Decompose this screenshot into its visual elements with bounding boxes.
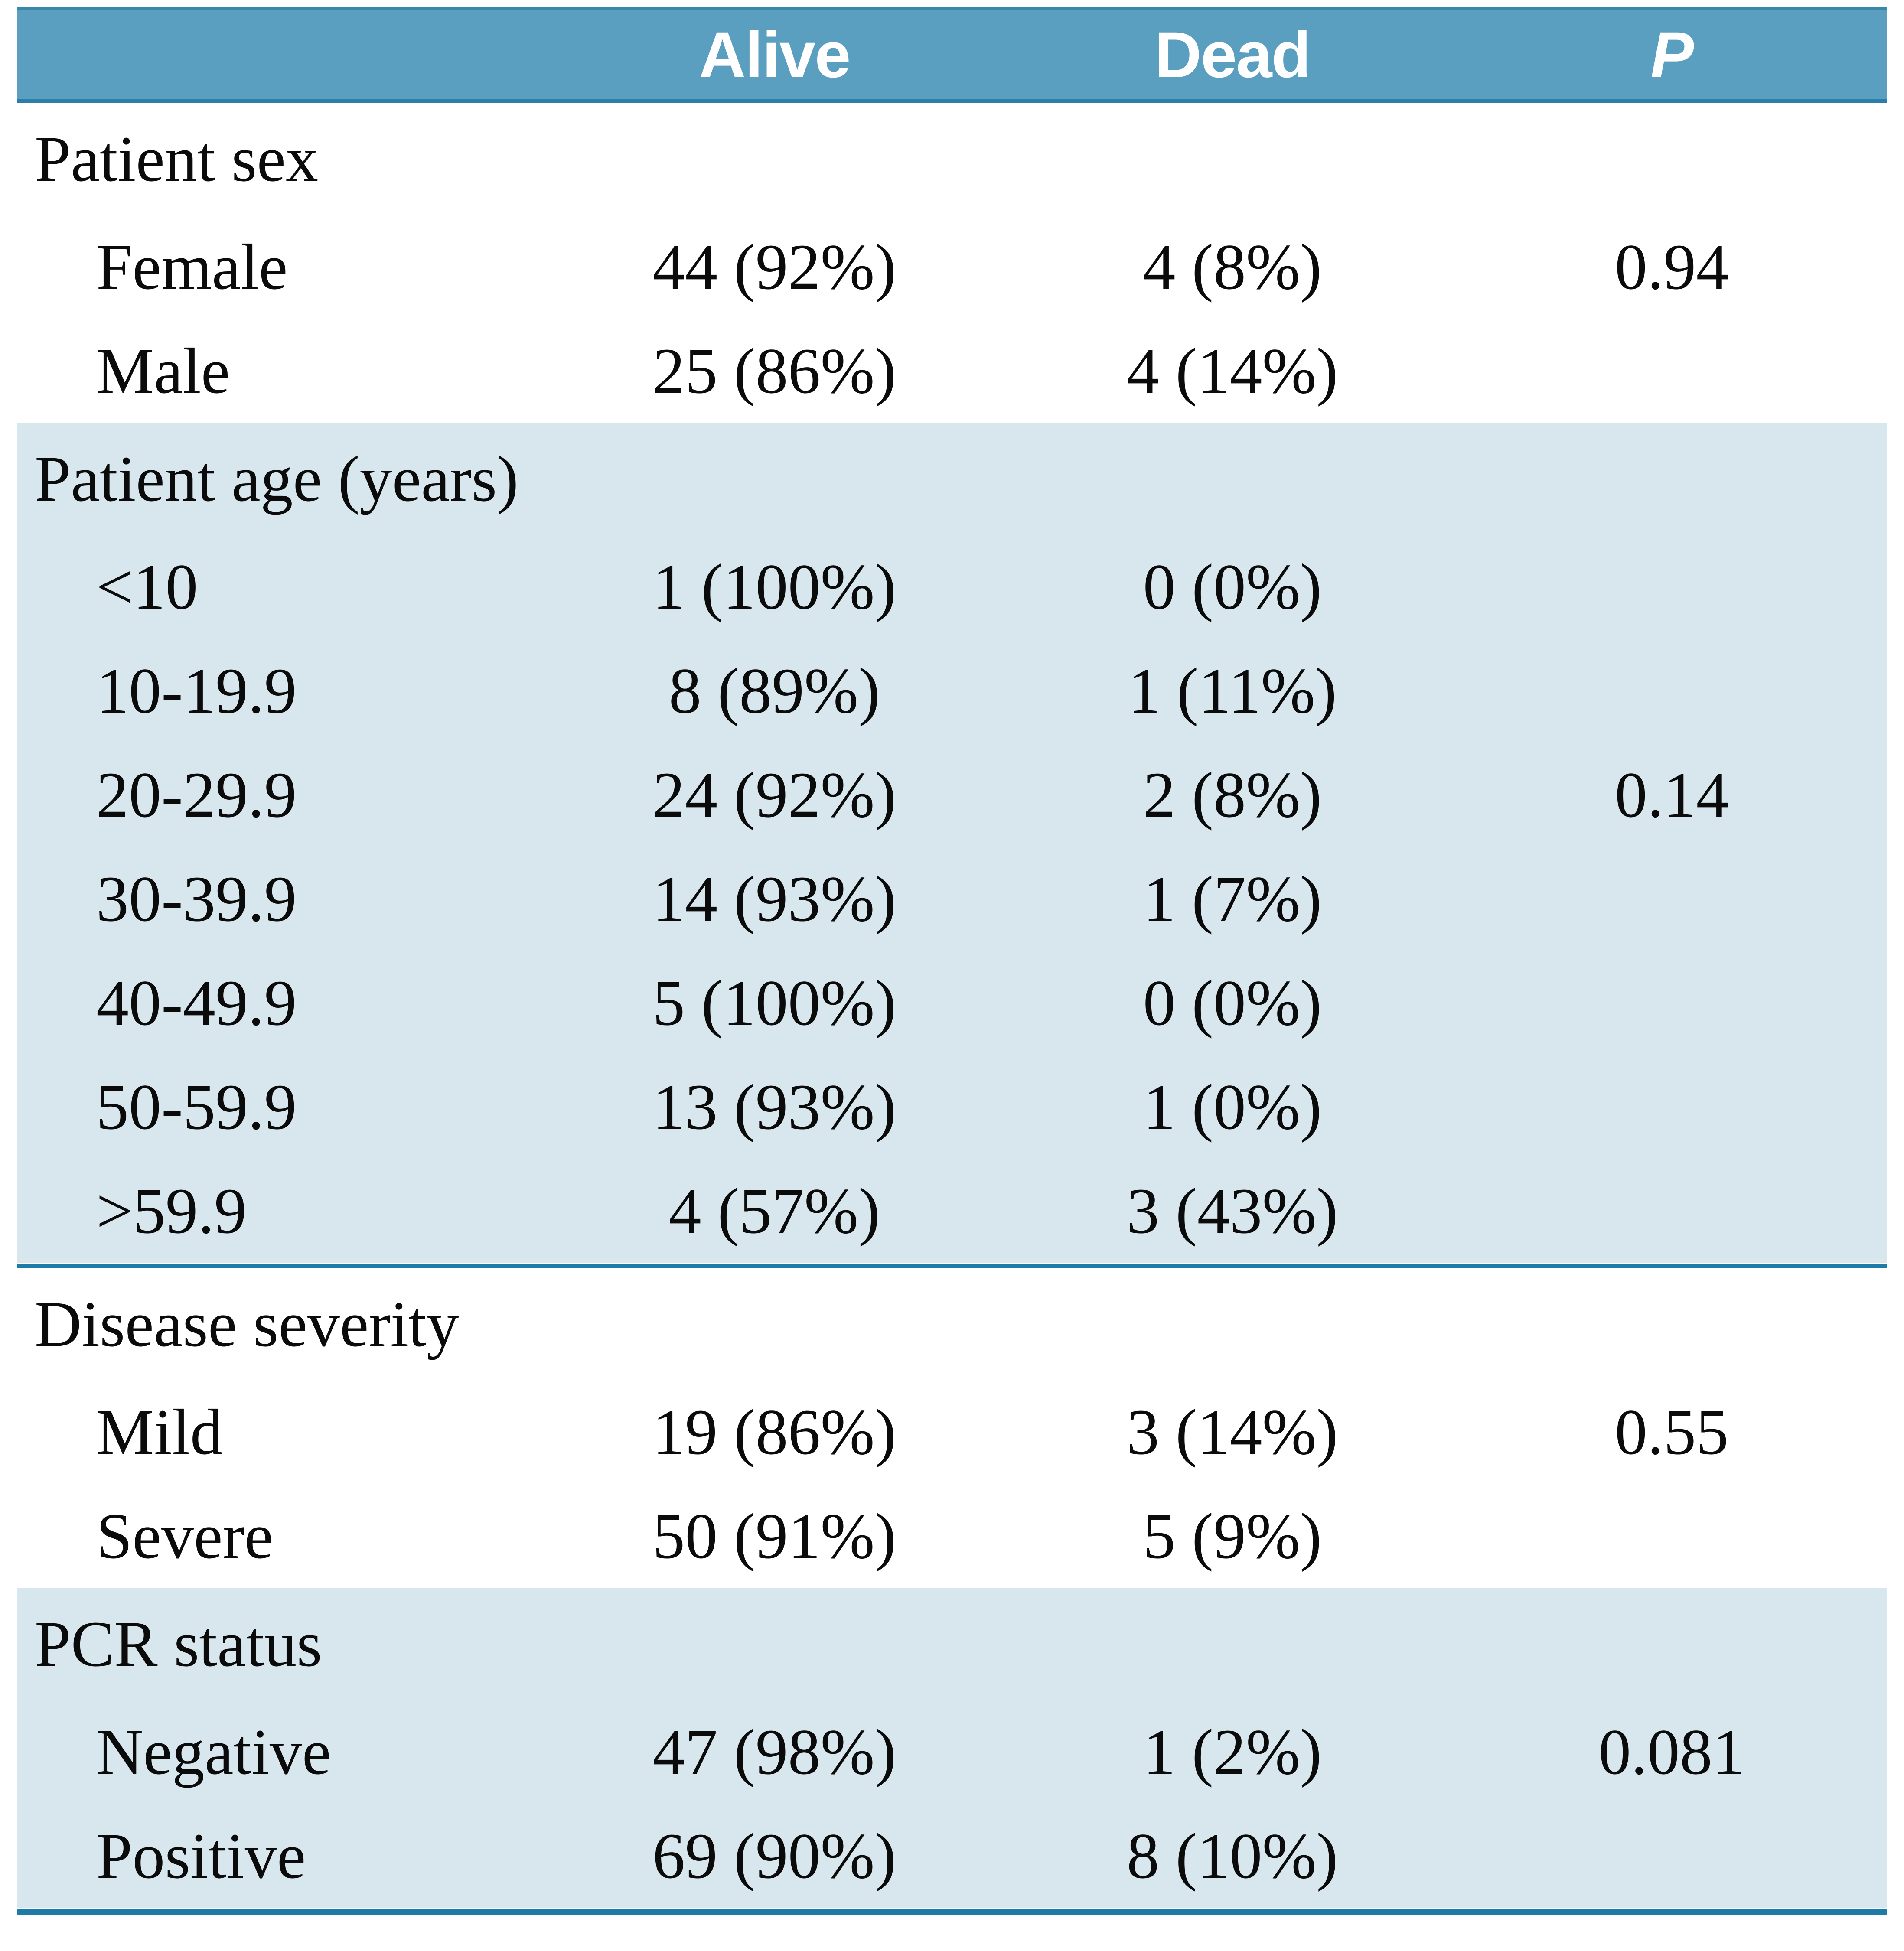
- table-row: 30-39.9 14 (93%) 1 (7%): [17, 847, 1887, 951]
- alive-value: 4 (57%): [668, 1175, 880, 1247]
- section-divider-line: [17, 1909, 1887, 1915]
- outcome-table: Alive Dead P Patient sex Female 44 (92%) 4 …: [17, 7, 1887, 1915]
- row-label: 10-19.9: [96, 655, 297, 727]
- row-label: >59.9: [96, 1175, 247, 1247]
- row-label: Male: [96, 335, 230, 407]
- section-label: PCR status: [35, 1608, 322, 1680]
- section: Disease severity Mild 19 (86%) 3 (14%) 0.55 S…: [17, 1268, 1887, 1588]
- table-row: Female 44 (92%) 4 (8%) 0.94: [17, 215, 1887, 319]
- table-row: 50-59.9 13 (93%) 1 (0%): [17, 1055, 1887, 1159]
- row-label: Female: [96, 231, 288, 303]
- alive-value: 24 (92%): [652, 759, 897, 831]
- dead-value: 0 (0%): [1143, 551, 1322, 623]
- table-body: Patient sex Female 44 (92%) 4 (8%) 0.94 Male 2…: [17, 103, 1887, 1915]
- alive-value: 50 (91%): [652, 1500, 897, 1572]
- dead-value: 1 (2%): [1143, 1716, 1322, 1788]
- table-row: Positive 69 (90%) 8 (10%): [17, 1804, 1887, 1908]
- section-header-row: Patient sex: [17, 103, 1887, 215]
- alive-value: 19 (86%): [652, 1396, 897, 1468]
- p-value: 0.55: [1614, 1396, 1729, 1468]
- row-label: 20-29.9: [96, 759, 297, 831]
- alive-value: 14 (93%): [652, 863, 897, 935]
- table-row: Negative 47 (98%) 1 (2%) 0.081: [17, 1700, 1887, 1804]
- header-p-value: P: [1650, 18, 1694, 91]
- section: PCR status Negative 47 (98%) 1 (2%) 0.081 Pos…: [17, 1588, 1887, 1908]
- p-value: 0.94: [1614, 231, 1729, 303]
- section-header-row: PCR status: [17, 1588, 1887, 1700]
- alive-value: 8 (89%): [668, 655, 880, 727]
- row-label: 30-39.9: [96, 863, 297, 935]
- row-label: Mild: [96, 1396, 223, 1468]
- dead-value: 4 (8%): [1143, 231, 1322, 303]
- section-divider-line: [17, 1264, 1887, 1268]
- dead-value: 3 (43%): [1127, 1175, 1338, 1247]
- section-header-row: Patient age (years): [17, 423, 1887, 535]
- row-label: 50-59.9: [96, 1071, 297, 1143]
- dead-value: 1 (0%): [1143, 1071, 1322, 1143]
- alive-value: 47 (98%): [652, 1716, 897, 1788]
- section-label: Patient age (years): [35, 443, 519, 515]
- alive-value: 13 (93%): [652, 1071, 897, 1143]
- p-value: 0.081: [1598, 1716, 1745, 1788]
- table-row: 20-29.9 24 (92%) 2 (8%) 0.14: [17, 743, 1887, 847]
- table-row: >59.9 4 (57%) 3 (43%): [17, 1159, 1887, 1263]
- alive-value: 25 (86%): [652, 335, 897, 407]
- alive-value: 5 (100%): [652, 967, 897, 1039]
- dead-value: 4 (14%): [1127, 335, 1338, 407]
- row-label: <10: [96, 551, 198, 623]
- alive-value: 1 (100%): [652, 551, 897, 623]
- dead-value: 8 (10%): [1127, 1820, 1338, 1892]
- row-label: 40-49.9: [96, 967, 297, 1039]
- section-label: Patient sex: [35, 123, 319, 195]
- header-dead: Dead: [1154, 18, 1311, 91]
- table-row: Severe 50 (91%) 5 (9%): [17, 1484, 1887, 1588]
- table-header-row: Alive Dead P: [17, 7, 1887, 103]
- row-label: Severe: [96, 1500, 274, 1572]
- table-row: 40-49.9 5 (100%) 0 (0%): [17, 951, 1887, 1055]
- dead-value: 1 (11%): [1128, 655, 1337, 727]
- row-label: Negative: [96, 1716, 331, 1788]
- section-header-row: Disease severity: [17, 1268, 1887, 1380]
- row-label: Positive: [96, 1820, 306, 1892]
- table-row: <10 1 (100%) 0 (0%): [17, 535, 1887, 639]
- dead-value: 3 (14%): [1127, 1396, 1338, 1468]
- table-row: 10-19.9 8 (89%) 1 (11%): [17, 639, 1887, 743]
- alive-value: 44 (92%): [652, 231, 897, 303]
- dead-value: 1 (7%): [1143, 863, 1322, 935]
- dead-value: 5 (9%): [1143, 1500, 1322, 1572]
- dead-value: 2 (8%): [1143, 759, 1322, 831]
- table-row: Mild 19 (86%) 3 (14%) 0.55: [17, 1380, 1887, 1484]
- alive-value: 69 (90%): [652, 1820, 897, 1892]
- header-alive: Alive: [699, 18, 851, 91]
- p-value: 0.14: [1614, 759, 1729, 831]
- section-label: Disease severity: [35, 1288, 459, 1360]
- table-row: Male 25 (86%) 4 (14%): [17, 319, 1887, 423]
- dead-value: 0 (0%): [1143, 967, 1322, 1039]
- section: Patient sex Female 44 (92%) 4 (8%) 0.94 Male 2…: [17, 103, 1887, 423]
- section: Patient age (years) <10 1 (100%) 0 (0%) 10-1…: [17, 423, 1887, 1263]
